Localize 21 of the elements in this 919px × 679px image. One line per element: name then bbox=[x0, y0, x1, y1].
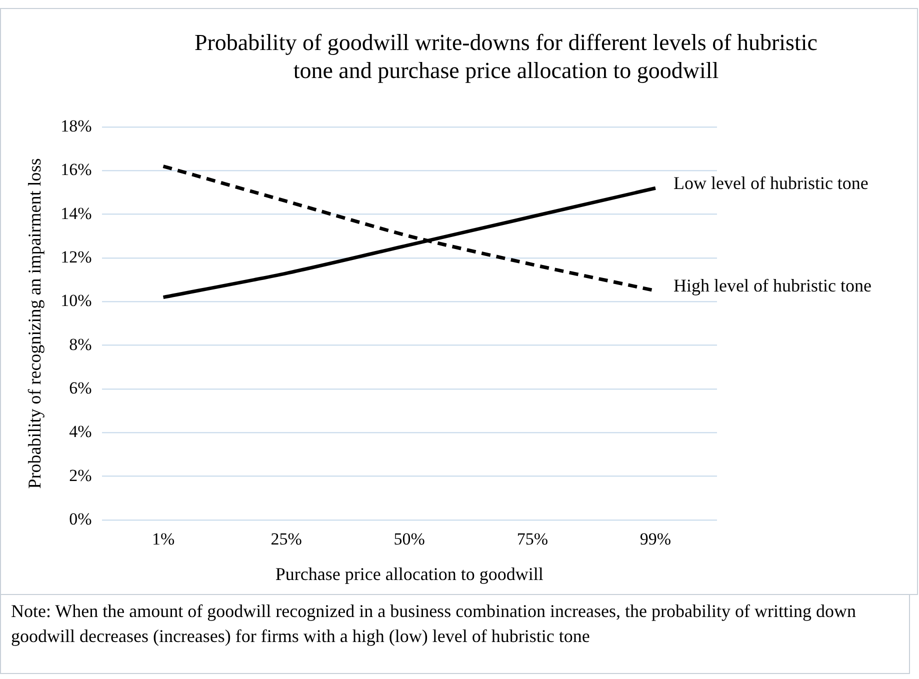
x-tick-label: 1% bbox=[152, 530, 175, 549]
x-tick-label: 99% bbox=[640, 530, 672, 549]
y-tick-label: 2% bbox=[69, 466, 92, 485]
x-tick-label: 25% bbox=[270, 530, 302, 549]
x-tick-label: 75% bbox=[516, 530, 548, 549]
y-tick-label: 6% bbox=[69, 378, 92, 398]
text: Note: When the amount of goodwill recognized in a business combination increases, the probability of writting down goodwill decreases (increases) for firms with a high (low) level of hubristic tone bbox=[0, 594, 910, 674]
series-label: Low level of hubristic tone bbox=[673, 172, 868, 193]
x-axis-title: Purchase price allocation to goodwill bbox=[275, 564, 544, 584]
series-label: High level of hubristic tone bbox=[673, 275, 872, 296]
y-tick-label: 10% bbox=[60, 291, 92, 310]
y-tick-label: 14% bbox=[60, 204, 92, 223]
y-tick-label: 0% bbox=[69, 509, 92, 528]
x-tick-label: 50% bbox=[394, 530, 425, 549]
y-tick-label: 18% bbox=[60, 116, 92, 136]
y-tick-label: 16% bbox=[60, 160, 92, 180]
y-tick-label: 12% bbox=[60, 247, 92, 266]
chart-title: Probability of goodwill write-downs for different levels of hubristic tone and purchase price allocation to goodwill bbox=[193, 29, 818, 85]
y-tick-label: 8% bbox=[69, 334, 92, 354]
y-tick-label: 4% bbox=[69, 422, 92, 442]
y-axis-title: Probability of recognizing an impairment loss bbox=[24, 158, 45, 489]
